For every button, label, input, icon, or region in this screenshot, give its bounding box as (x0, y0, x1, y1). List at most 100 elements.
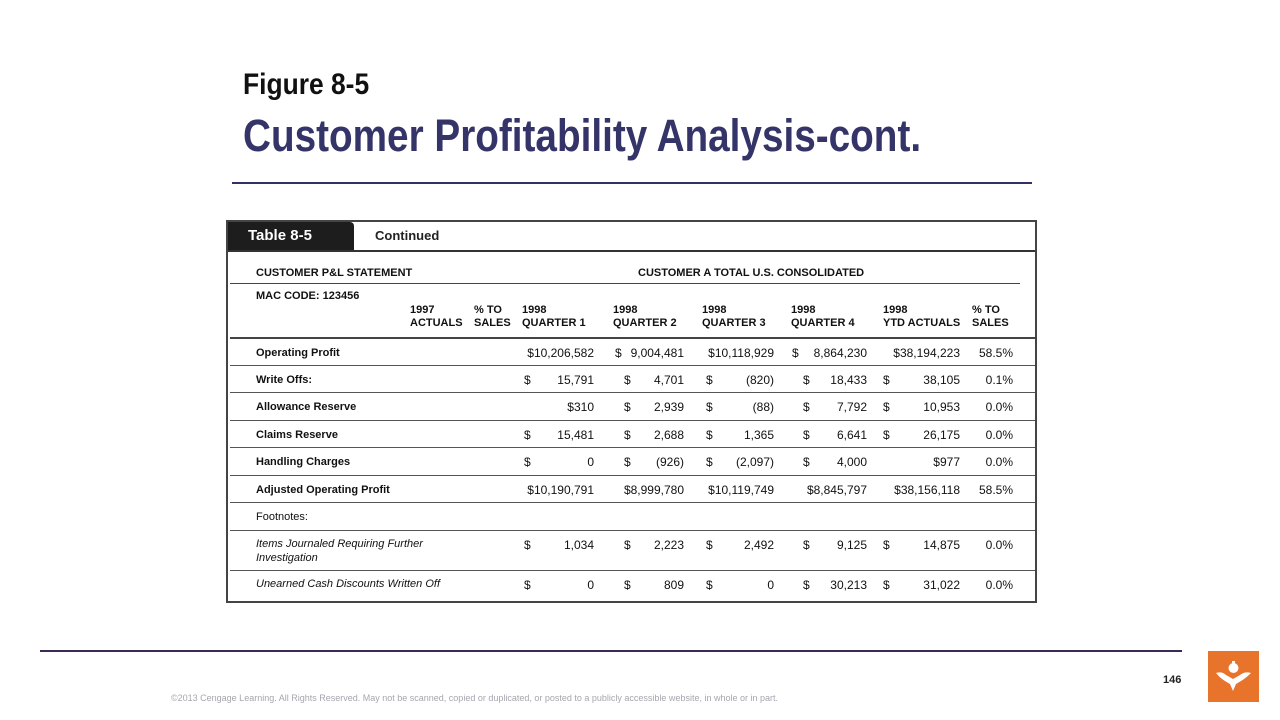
dollar-sign: $ (524, 455, 531, 469)
q2-value: 2,688 (653, 428, 684, 442)
q3-value: (2,097) (735, 455, 774, 469)
table-row: Handling Charges $ 0 $ (926) $ (2,097) $… (230, 447, 1035, 475)
dollar-sign: $ (803, 455, 810, 469)
column-header-q2: 1998 QUARTER 2 (613, 304, 677, 329)
ytd-value: $38,156,118 (894, 483, 960, 497)
ytd-value: 38,105 (923, 373, 960, 387)
q1-value: 0 (587, 578, 594, 592)
column-header-pct-sales-1998: % TO SALES (972, 304, 1009, 329)
pct-value: 0.0% (985, 400, 1013, 414)
row-label: Write Offs: (256, 374, 313, 386)
row-label: Handling Charges (256, 456, 351, 468)
dollar-sign: $ (883, 400, 890, 414)
column-header-q3: 1998 QUARTER 3 (702, 304, 766, 329)
q3-value: 1,365 (743, 428, 774, 442)
q2-value: 2,939 (653, 400, 684, 414)
title-divider (232, 182, 1032, 184)
column-header-q1: 1998 QUARTER 1 (522, 304, 586, 329)
row-label: Adjusted Operating Profit (256, 484, 390, 496)
row-label: Operating Profit (256, 347, 340, 359)
dollar-sign: $ (706, 538, 713, 552)
table-subtitle: Continued (375, 228, 440, 243)
copyright-notice: ©2013 Cengage Learning. All Rights Reser… (171, 693, 778, 703)
dollar-sign: $ (524, 578, 531, 592)
table-row: Adjusted Operating Profit $10,190,791 $8… (230, 475, 1035, 502)
footer-divider (40, 650, 1182, 652)
q2-value: 4,701 (653, 373, 684, 387)
table-row: Unearned Cash Discounts Written Off $ 0 … (230, 570, 1035, 601)
q2-value: 2,223 (653, 538, 684, 552)
q3-value: $10,119,749 (708, 483, 774, 497)
ytd-value: 14,875 (923, 538, 960, 552)
q4-value: 30,213 (830, 578, 867, 592)
q1-value: 1,034 (563, 538, 594, 552)
header-divider (230, 283, 1020, 284)
q1-value: $10,206,582 (527, 346, 594, 360)
column-header-pct-sales-1997: % TO SALES (474, 304, 511, 329)
q3-value: (88) (752, 400, 774, 414)
dollar-sign: $ (706, 455, 713, 469)
dollar-sign: $ (624, 400, 631, 414)
footnote-label: Unearned Cash Discounts Written Off (256, 578, 441, 590)
pct-value: 0.0% (985, 428, 1013, 442)
dollar-sign: $ (624, 428, 631, 442)
q4-value: $8,845,797 (806, 483, 867, 497)
q4-value: 4,000 (836, 455, 867, 469)
cengage-logo (1208, 651, 1259, 702)
table-row: Claims Reserve $ 15,481 $ 2,688 $ 1,365 … (230, 420, 1035, 447)
dollar-sign: $ (803, 538, 810, 552)
dollar-sign: $ (624, 373, 631, 387)
ytd-value: $977 (933, 455, 960, 469)
table-row: Items Journaled Requiring Further Invest… (230, 530, 1035, 570)
dollar-sign: $ (803, 400, 810, 414)
q3-value: 2,492 (743, 538, 774, 552)
table-row: Allowance Reserve $310 $ 2,939 $ (88) $ … (230, 392, 1035, 420)
table-row: Footnotes: (230, 502, 1035, 530)
pct-value: 0.1% (985, 373, 1013, 387)
pct-value: 0.0% (985, 578, 1013, 592)
dollar-sign: $ (706, 578, 713, 592)
q4-value: 8,864,230 (813, 346, 867, 360)
q3-value: $10,118,929 (708, 346, 774, 360)
slide-title: Customer Profitability Analysis-cont. (243, 110, 922, 161)
table-tab: Table 8-5 (228, 222, 354, 250)
dollar-sign: $ (706, 428, 713, 442)
dollar-sign: $ (883, 428, 890, 442)
q3-value: 0 (767, 578, 774, 592)
q4-value: 9,125 (836, 538, 867, 552)
dollar-sign: $ (624, 538, 631, 552)
cengage-logo-icon (1216, 661, 1251, 691)
page-number: 146 (1163, 674, 1182, 686)
q1-value: 0 (587, 455, 594, 469)
column-header-1997-actuals: 1997 ACTUALS (410, 304, 463, 329)
dollar-sign: $ (792, 346, 799, 360)
q2-value: $8,999,780 (623, 483, 684, 497)
ytd-value: 10,953 (923, 400, 960, 414)
statement-label: CUSTOMER P&L STATEMENT (256, 267, 413, 279)
row-label: Claims Reserve (256, 429, 338, 441)
pct-value: 0.0% (985, 455, 1013, 469)
dollar-sign: $ (883, 373, 890, 387)
q2-value: 9,004,481 (630, 346, 684, 360)
dollar-sign: $ (624, 455, 631, 469)
dollar-sign: $ (524, 428, 531, 442)
dollar-sign: $ (883, 578, 890, 592)
dollar-sign: $ (803, 428, 810, 442)
figure-label: Figure 8-5 (243, 68, 370, 101)
dollar-sign: $ (803, 578, 810, 592)
table-row: Operating Profit $10,206,582 $ 9,004,481… (230, 337, 1035, 365)
pct-value: 58.5% (978, 483, 1013, 497)
ytd-value: 26,175 (923, 428, 960, 442)
column-header-q4: 1998 QUARTER 4 (791, 304, 855, 329)
pct-value: 0.0% (985, 538, 1013, 552)
q1-value: $10,190,791 (527, 483, 594, 497)
q2-value: 809 (663, 578, 684, 592)
dollar-sign: $ (883, 538, 890, 552)
dollar-sign: $ (706, 373, 713, 387)
dollar-sign: $ (524, 373, 531, 387)
row-label: Allowance Reserve (256, 401, 357, 413)
dollar-sign: $ (803, 373, 810, 387)
q4-value: 7,792 (836, 400, 867, 414)
q4-value: 6,641 (836, 428, 867, 442)
footnotes-label: Footnotes: (256, 511, 308, 523)
